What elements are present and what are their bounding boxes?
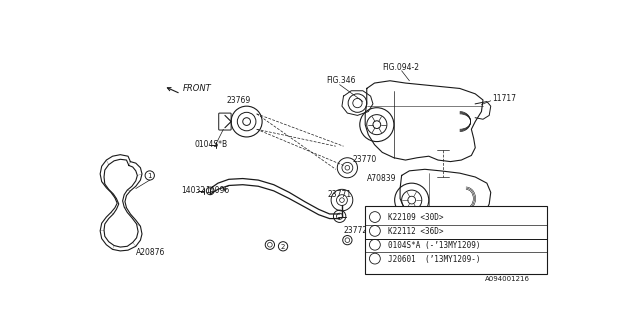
Text: 23770: 23770 (353, 155, 377, 164)
Text: 14096: 14096 (205, 186, 230, 195)
Bar (365, 206, 547, 274)
Text: A70839: A70839 (367, 174, 396, 183)
Text: 11717: 11717 (492, 94, 516, 103)
Text: 23769: 23769 (227, 96, 251, 105)
Text: 2: 2 (281, 244, 285, 250)
Text: 0104S*A (-’13MY1209): 0104S*A (-’13MY1209) (388, 241, 481, 250)
Text: 23772: 23772 (344, 227, 367, 236)
Text: 1: 1 (372, 213, 377, 222)
Text: 1: 1 (372, 227, 377, 236)
Text: 0104S*B: 0104S*B (195, 140, 228, 149)
Text: FIG.094-2: FIG.094-2 (382, 63, 419, 72)
Text: FRONT: FRONT (183, 84, 212, 93)
Text: K22112 <36D>: K22112 <36D> (388, 227, 444, 236)
Text: 14032: 14032 (180, 186, 205, 195)
Text: K22109 <30D>: K22109 <30D> (388, 213, 444, 222)
Text: 2: 2 (372, 241, 377, 250)
Text: FIG.732: FIG.732 (451, 225, 481, 234)
Text: FIG.346: FIG.346 (326, 76, 356, 85)
Text: 1: 1 (147, 173, 152, 179)
Text: J20601  (’13MY1209-): J20601 (’13MY1209-) (388, 254, 481, 263)
Text: A20876: A20876 (136, 248, 165, 257)
Text: A094001216: A094001216 (484, 276, 529, 282)
Text: 2: 2 (372, 254, 377, 263)
Text: 23771: 23771 (328, 190, 352, 199)
